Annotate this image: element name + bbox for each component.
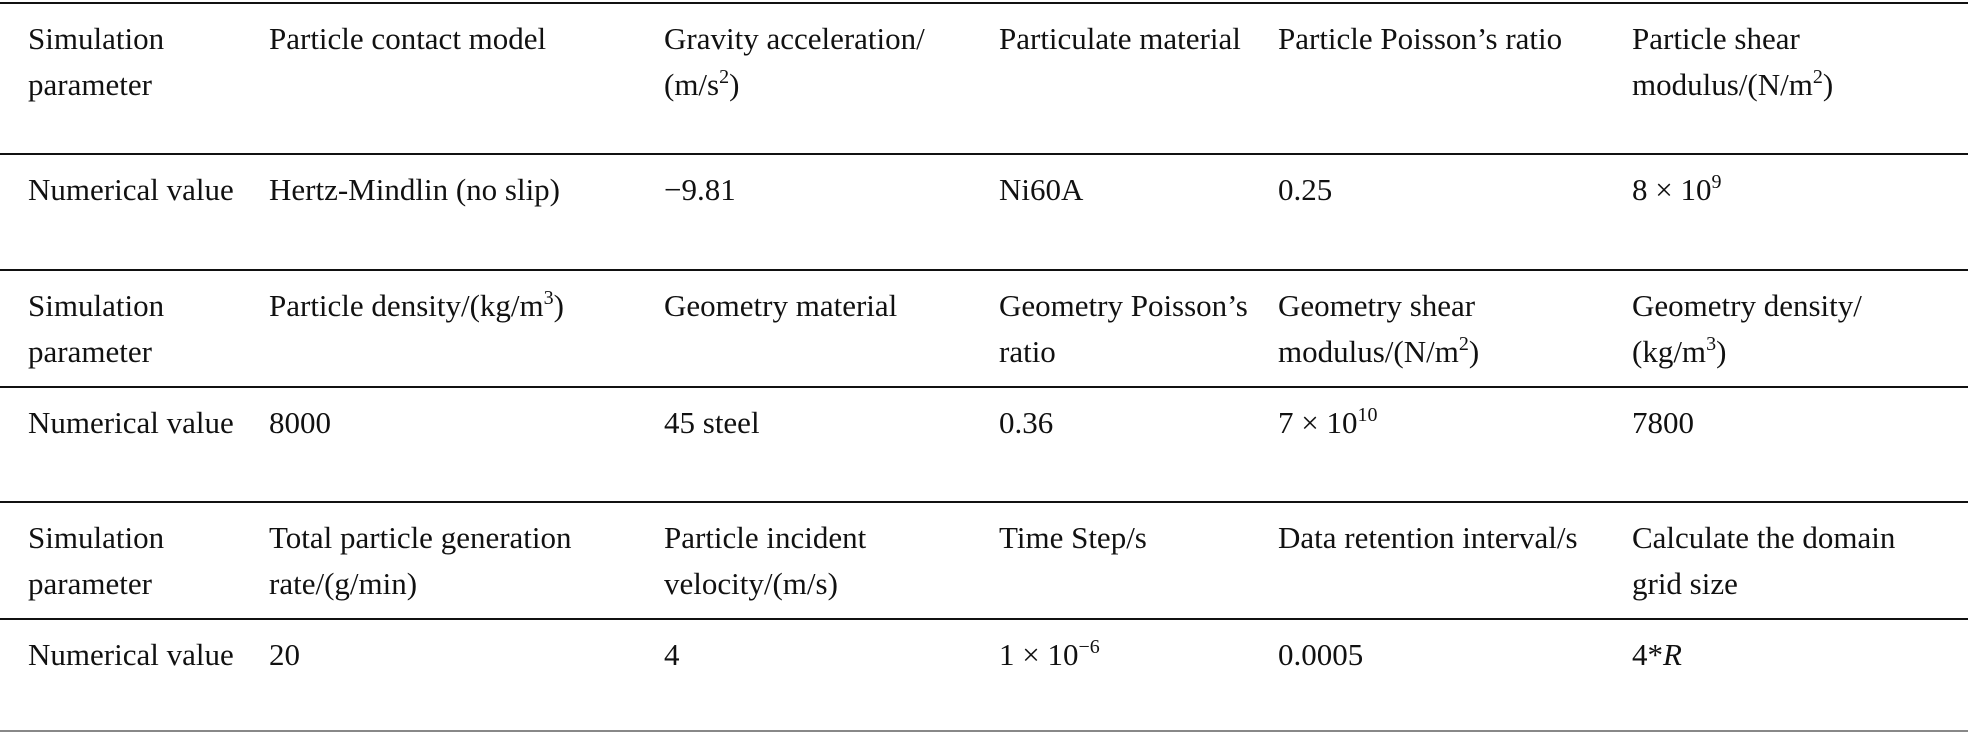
superscript: −6 xyxy=(1078,636,1100,658)
superscript: 2 xyxy=(1458,333,1469,355)
table-cell: Particulate material xyxy=(999,3,1278,154)
table-cell: 0.25 xyxy=(1278,154,1632,270)
table-cell: 7800 xyxy=(1632,387,1968,502)
table-cell: Geometry shear modulus/(N/m2) xyxy=(1278,270,1632,387)
table-cell: Time Step/s xyxy=(999,502,1278,619)
cell-text: Particle shear modulus/(N/m xyxy=(1632,21,1813,102)
table-row: Numerical value 20 4 1 × 10−6 0.0005 4*R xyxy=(0,619,1968,731)
cell-text: Geometry Poisson’s ratio xyxy=(999,288,1248,369)
cell-text: Particle contact model xyxy=(269,21,547,56)
table-cell: Gravity acceleration/ (m/s2) xyxy=(664,3,999,154)
table-cell: Hertz-Mindlin (no slip) xyxy=(269,154,664,270)
cell-text: 8000 xyxy=(269,405,331,440)
table-cell: 8 × 109 xyxy=(1632,154,1968,270)
table-cell: 0.36 xyxy=(999,387,1278,502)
table-row: Numerical value Hertz-Mindlin (no slip) −9… xyxy=(0,154,1968,270)
table-row: Simulation parameter Particle density/(kg… xyxy=(0,270,1968,387)
cell-text: 8 × 10 xyxy=(1632,172,1712,207)
cell-text: 0.25 xyxy=(1278,172,1333,207)
cell-text: Particle density/(kg/m xyxy=(269,288,544,323)
cell-text: Gravity acceleration/ (m/s xyxy=(664,21,925,102)
cell-text: 4* xyxy=(1632,637,1663,672)
table-row: Simulation parameter Total particle gener… xyxy=(0,502,1968,619)
table-cell: Calculate the domain grid size xyxy=(1632,502,1968,619)
cell-text: Hertz-Mindlin (no slip) xyxy=(269,172,561,207)
row-header-cell: Numerical value xyxy=(0,387,269,502)
cell-text: ) xyxy=(1822,67,1834,102)
row-header-cell: Simulation parameter xyxy=(0,270,269,387)
cell-text: Geometry shear modulus/(N/m xyxy=(1278,288,1476,369)
cell-text: Time Step/s xyxy=(999,520,1147,555)
table-row: Numerical value 8000 45 steel 0.36 7 × 1010 7… xyxy=(0,387,1968,502)
table-row: Simulation parameter Particle contact mod… xyxy=(0,3,1968,154)
superscript: 3 xyxy=(543,287,554,309)
cell-text: 4 xyxy=(664,637,680,672)
superscript: 2 xyxy=(719,66,730,88)
table-cell: 45 steel xyxy=(664,387,999,502)
table-cell: 0.0005 xyxy=(1278,619,1632,731)
superscript: 9 xyxy=(1711,171,1722,193)
table-cell: 4*R xyxy=(1632,619,1968,731)
table-cell: Particle incident velocity/(m/s) xyxy=(664,502,999,619)
table-cell: 1 × 10−6 xyxy=(999,619,1278,731)
table-cell: Particle Poisson’s ratio xyxy=(1278,3,1632,154)
cell-text: 1 × 10 xyxy=(999,637,1079,672)
table-cell: Particle contact model xyxy=(269,3,664,154)
cell-text: Simulation parameter xyxy=(28,288,165,369)
cell-text: Simulation parameter xyxy=(28,520,165,601)
table-cell: 4 xyxy=(664,619,999,731)
cell-text: Geometry density/ (kg/m xyxy=(1632,288,1862,369)
table-cell: 20 xyxy=(269,619,664,731)
cell-text: ) xyxy=(729,67,740,102)
cell-text: Particulate material xyxy=(999,21,1241,56)
cell-text: Ni60A xyxy=(999,172,1084,207)
cell-text: Numerical value xyxy=(28,637,234,672)
table-cell: Geometry material xyxy=(664,270,999,387)
cell-text: Data retention interval/s xyxy=(1278,520,1578,555)
table-cell: Particle density/(kg/m3) xyxy=(269,270,664,387)
row-header-cell: Simulation parameter xyxy=(0,502,269,619)
cell-text: Simulation parameter xyxy=(28,21,165,102)
cell-text: Particle incident velocity/(m/s) xyxy=(664,520,867,601)
cell-text: Total particle generation rate/(g/min) xyxy=(269,520,572,601)
cell-text: −9.81 xyxy=(664,172,736,207)
table-cell: 8000 xyxy=(269,387,664,502)
table-body: Simulation parameter Particle contact mod… xyxy=(0,3,1968,731)
cell-text: ) xyxy=(1468,334,1480,369)
cell-text: Numerical value xyxy=(28,172,234,207)
superscript: 2 xyxy=(1812,66,1823,88)
table-cell: Particle shear modulus/(N/m2) xyxy=(1632,3,1968,154)
table-cell: Ni60A xyxy=(999,154,1278,270)
table-cell: Total particle generation rate/(g/min) xyxy=(269,502,664,619)
cell-text: Particle Poisson’s ratio xyxy=(1278,21,1563,56)
row-header-cell: Simulation parameter xyxy=(0,3,269,154)
cell-text: Calculate the domain grid size xyxy=(1632,520,1896,601)
cell-text: Geometry material xyxy=(664,288,898,323)
table-cell: −9.81 xyxy=(664,154,999,270)
table-cell: Geometry density/ (kg/m3) xyxy=(1632,270,1968,387)
table-cell: 7 × 1010 xyxy=(1278,387,1632,502)
cell-text: ) xyxy=(1716,334,1727,369)
cell-text: Numerical value xyxy=(28,405,234,440)
cell-text: ) xyxy=(553,288,564,323)
italic-symbol: R xyxy=(1663,637,1682,672)
cell-text: 7800 xyxy=(1632,405,1694,440)
superscript: 3 xyxy=(1706,333,1717,355)
cell-text: 45 steel xyxy=(664,405,760,440)
row-header-cell: Numerical value xyxy=(0,154,269,270)
cell-text: 0.36 xyxy=(999,405,1054,440)
cell-text: 0.0005 xyxy=(1278,637,1364,672)
cell-text: 20 xyxy=(269,637,300,672)
row-header-cell: Numerical value xyxy=(0,619,269,731)
superscript: 10 xyxy=(1357,404,1378,426)
table-cell: Data retention interval/s xyxy=(1278,502,1632,619)
table-cell: Geometry Poisson’s ratio xyxy=(999,270,1278,387)
cell-text: 7 × 10 xyxy=(1278,405,1358,440)
